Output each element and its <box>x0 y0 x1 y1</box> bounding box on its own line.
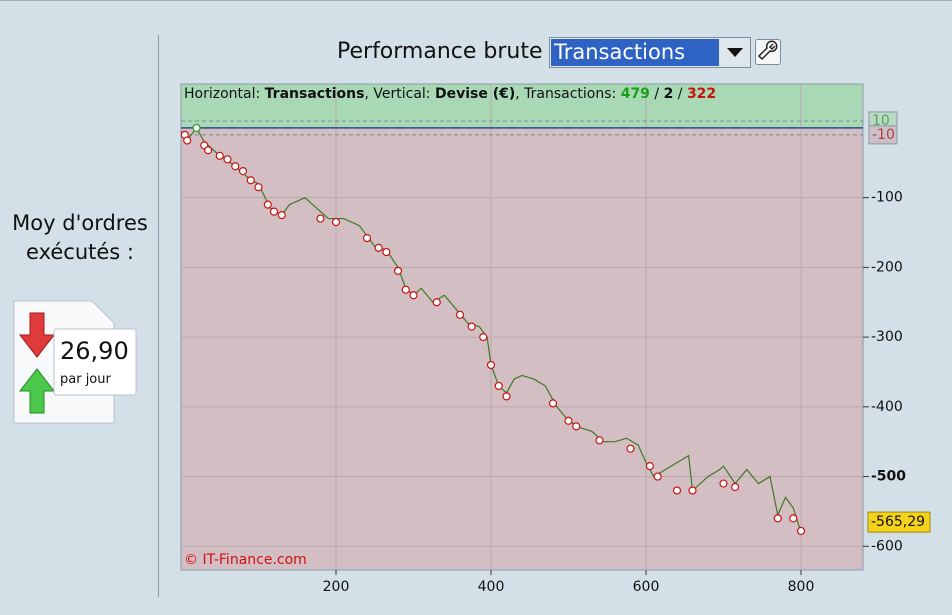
trade-marker <box>183 136 192 145</box>
y-tick-label: -600 <box>871 538 903 554</box>
trade-marker <box>789 514 798 523</box>
trade-marker <box>731 482 740 492</box>
reference-label: -10 <box>872 127 895 143</box>
trade-marker <box>455 310 465 319</box>
trade-marker <box>467 322 476 331</box>
trade-marker <box>688 486 697 495</box>
trade-marker <box>486 360 496 370</box>
trade-marker <box>479 333 488 342</box>
separator <box>158 35 159 597</box>
trade-marker <box>672 486 682 495</box>
trade-marker <box>502 392 511 401</box>
trade-marker <box>238 167 248 176</box>
info-part: 479 <box>620 86 650 102</box>
trade-marker <box>316 214 325 223</box>
trade-marker <box>192 123 201 133</box>
y-tick-label: -100 <box>871 190 903 206</box>
chart-info: Horizontal: Transactions, Vertical: Devi… <box>184 86 716 102</box>
trade-marker <box>719 479 728 488</box>
info-part: / <box>649 86 664 102</box>
summary-value: 26,90 <box>60 337 129 365</box>
x-tick-label: 200 <box>323 579 350 595</box>
summary-label: Moy d'ordres exécutés : <box>12 211 148 264</box>
current-value-box <box>867 511 931 533</box>
negative-zone <box>181 127 863 571</box>
trade-marker <box>382 247 391 257</box>
trade-marker <box>401 285 410 294</box>
summary-unit: par jour <box>60 372 111 387</box>
trade-marker <box>331 217 341 227</box>
x-tick-label: 800 <box>788 579 815 595</box>
trade-marker <box>362 233 372 243</box>
dropdown-value[interactable]: Transactions <box>551 39 719 66</box>
trade-marker <box>773 514 782 523</box>
mode-dropdown[interactable]: Transactions <box>549 37 751 68</box>
trade-marker <box>564 416 573 425</box>
info-part: Horizontal: <box>184 86 265 102</box>
info-part: Transactions <box>264 86 365 102</box>
trade-marker <box>223 155 232 164</box>
plot-border <box>180 83 864 571</box>
info-part: 2 <box>663 86 674 102</box>
trade-marker <box>494 381 503 391</box>
trade-marker <box>263 200 272 209</box>
y-tick-label: -500 <box>871 469 906 485</box>
trade-marker <box>796 526 806 536</box>
trade-marker <box>432 298 441 307</box>
y-tick-label: -400 <box>871 399 903 415</box>
summary-panel: Moy d'ordres exécutés : 26,90 par jour <box>0 1 158 615</box>
trade-marker <box>277 210 286 220</box>
trade-marker <box>204 146 213 155</box>
trade-marker <box>548 399 558 408</box>
trade-marker <box>215 151 224 160</box>
trade-marker <box>595 436 604 445</box>
trade-marker <box>626 444 635 453</box>
info-part: / <box>673 86 687 102</box>
trade-marker <box>653 472 662 481</box>
trade-marker <box>409 291 418 300</box>
copyright: © IT-Finance.com <box>184 552 307 568</box>
current-value-label: -565,29 <box>871 514 925 530</box>
x-tick-label: 400 <box>478 579 505 595</box>
info-part: Devise (€) <box>434 86 516 102</box>
trade-marker <box>269 207 279 216</box>
info-part: 322 <box>686 86 717 102</box>
reference-label-box <box>868 125 898 145</box>
dropdown-arrow[interactable] <box>720 38 750 67</box>
chart-title: Performance brute <box>337 39 543 64</box>
info-part: , Transactions: <box>515 86 621 102</box>
info-part: , Vertical: <box>364 86 435 102</box>
y-tick-label: -200 <box>871 259 903 275</box>
y-tick-label: -300 <box>871 329 903 345</box>
trade-marker <box>231 162 240 171</box>
trade-marker <box>246 176 255 185</box>
summary-icon <box>13 300 137 424</box>
trade-marker <box>393 266 403 275</box>
trade-marker <box>374 243 383 252</box>
wrench-icon[interactable] <box>756 40 780 64</box>
x-tick-label: 600 <box>633 579 660 595</box>
settings-button[interactable] <box>755 39 781 65</box>
reference-label: 10 <box>872 113 890 129</box>
trade-marker <box>254 183 263 192</box>
trade-marker <box>572 422 581 431</box>
trade-marker <box>645 462 654 471</box>
performance-line <box>180 126 802 533</box>
